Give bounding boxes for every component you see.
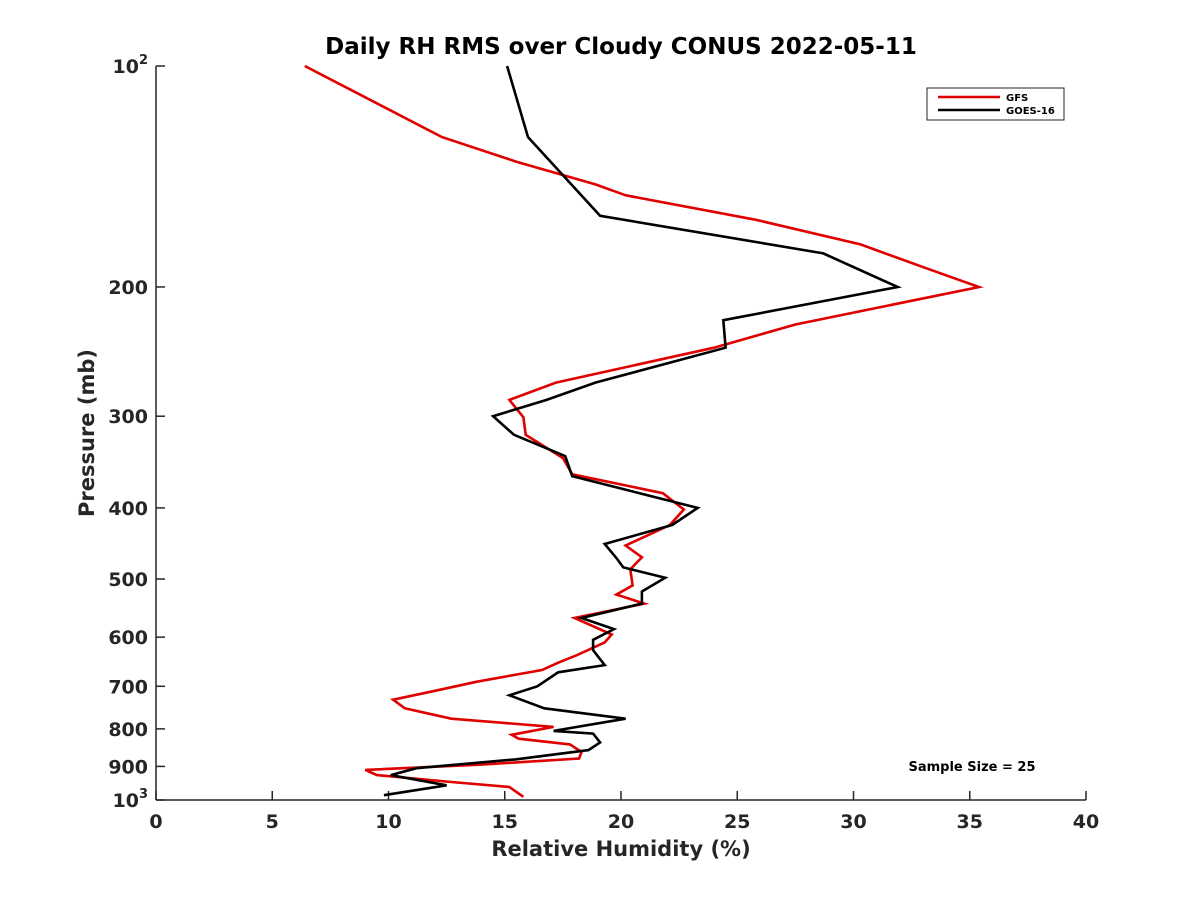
y-tick-label: 800: [108, 719, 148, 741]
x-tick-label: 5: [266, 811, 279, 833]
x-tick-label: 20: [608, 811, 634, 833]
y-tick-label-base: 200: [108, 277, 148, 299]
y-tick-label-base: 300: [108, 406, 148, 428]
y-tick-label-base: 10: [113, 56, 139, 78]
y-tick-label: 300: [108, 406, 148, 428]
x-tick-label: 0: [149, 811, 162, 833]
y-tick-label: 500: [108, 569, 148, 591]
y-tick-label-base: 600: [108, 627, 148, 649]
legend-label-gfs: GFS: [1006, 93, 1028, 104]
y-tick-label-base: 700: [108, 676, 148, 698]
y-tick-label: 102: [113, 53, 149, 78]
y-tick-label-exponent: 2: [139, 53, 148, 68]
legend-label-goes-16: GOES-16: [1006, 106, 1055, 117]
x-tick-label: 35: [957, 811, 983, 833]
x-axis-label: Relative Humidity (%): [491, 837, 750, 861]
y-tick-label: 600: [108, 627, 148, 649]
sample-size-annotation: Sample Size = 25: [908, 760, 1035, 775]
y-tick-label-base: 10: [113, 790, 139, 812]
legend: GFS GOES-16: [926, 87, 1065, 121]
y-tick-label: 700: [108, 676, 148, 698]
series-group: [304, 64, 984, 798]
x-tick-label: 30: [840, 811, 866, 833]
y-tick-label-exponent: 3: [139, 787, 148, 802]
y-tick-label-base: 900: [108, 756, 148, 778]
series-line-goes-16: [383, 65, 902, 797]
y-tick-label: 900: [108, 756, 148, 778]
x-tick-label: 15: [492, 811, 518, 833]
y-tick-label-base: 800: [108, 719, 148, 741]
x-tick-label: 10: [375, 811, 401, 833]
y-tick-label: 400: [108, 498, 148, 520]
y-tick-label-base: 500: [108, 569, 148, 591]
y-tick-label: 200: [108, 277, 148, 299]
legend-box: [926, 87, 1065, 121]
x-tick-label: 40: [1073, 811, 1099, 833]
y-axis-label: Pressure (mb): [75, 349, 99, 517]
chart-title: Daily RH RMS over Cloudy CONUS 2022-05-1…: [325, 34, 917, 60]
x-ticks: 0 5 10 15 20 25 30 35 40: [149, 791, 1099, 833]
y-tick-label: 103: [113, 787, 149, 812]
y-tick-label-base: 400: [108, 498, 148, 520]
x-tick-label: 25: [724, 811, 750, 833]
